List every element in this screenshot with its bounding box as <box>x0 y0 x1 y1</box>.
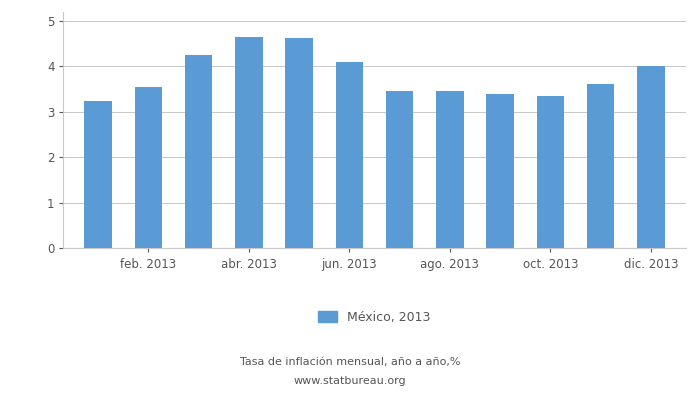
Text: Tasa de inflación mensual, año a año,%: Tasa de inflación mensual, año a año,% <box>239 357 461 367</box>
Bar <box>85 100 112 248</box>
Bar <box>436 91 463 248</box>
Bar <box>335 62 363 248</box>
Bar <box>134 87 162 248</box>
Text: www.statbureau.org: www.statbureau.org <box>294 376 406 386</box>
Bar <box>235 37 262 248</box>
Legend: México, 2013: México, 2013 <box>314 306 435 329</box>
Bar <box>536 96 564 248</box>
Bar <box>637 66 664 248</box>
Bar <box>386 90 414 248</box>
Bar <box>587 84 615 248</box>
Bar <box>185 55 213 248</box>
Bar <box>286 38 313 248</box>
Bar <box>486 94 514 248</box>
